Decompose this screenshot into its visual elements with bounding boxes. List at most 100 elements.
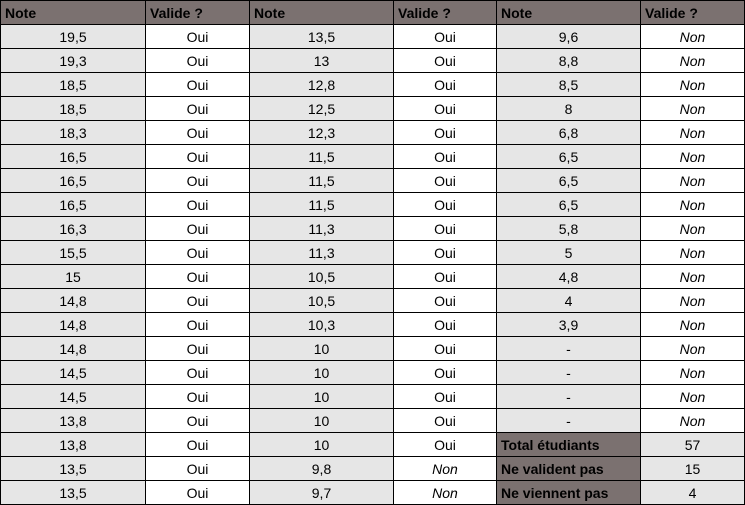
valide-cell: Oui xyxy=(393,264,497,289)
header-valide-1: Valide ? xyxy=(145,0,250,25)
note-cell: 10 xyxy=(249,408,394,433)
table-row: 13,5 Oui 9,8 Non Ne valident pas 15 xyxy=(0,456,745,481)
valide-cell: Non xyxy=(640,48,745,73)
valide-cell: Oui xyxy=(393,192,497,217)
valide-cell: Non xyxy=(640,24,745,49)
header-valide-2: Valide ? xyxy=(393,0,497,25)
note-cell: 13,5 xyxy=(0,480,146,505)
valide-cell: Oui xyxy=(145,408,250,433)
valide-cell: Non xyxy=(640,384,745,409)
valide-cell: Oui xyxy=(145,432,250,457)
note-cell: 9,6 xyxy=(496,24,641,49)
valide-cell: Non xyxy=(640,288,745,313)
valide-cell: Oui xyxy=(393,144,497,169)
note-cell: 4 xyxy=(496,288,641,313)
note-cell: 13,5 xyxy=(0,456,146,481)
note-cell: 5 xyxy=(496,240,641,265)
valide-cell: Oui xyxy=(393,432,497,457)
valide-cell: Non xyxy=(640,144,745,169)
summary-value: 4 xyxy=(640,480,745,505)
valide-cell: Oui xyxy=(145,264,250,289)
valide-cell: Oui xyxy=(393,408,497,433)
valide-cell: Oui xyxy=(145,360,250,385)
note-cell: 10 xyxy=(249,384,394,409)
valide-cell: Oui xyxy=(145,456,250,481)
table-row: 19,5 Oui 13,5 Oui 9,6 Non xyxy=(0,24,745,49)
note-cell: 8,5 xyxy=(496,72,641,97)
valide-cell: Oui xyxy=(145,24,250,49)
note-cell: 5,8 xyxy=(496,216,641,241)
summary-label: Ne valident pas xyxy=(496,456,641,481)
valide-cell: Oui xyxy=(145,120,250,145)
valide-cell: Oui xyxy=(393,312,497,337)
valide-cell: Oui xyxy=(393,288,497,313)
header-note-2: Note xyxy=(249,0,394,25)
note-cell: 10,3 xyxy=(249,312,394,337)
valide-cell: Non xyxy=(393,456,497,481)
note-cell: 14,8 xyxy=(0,288,146,313)
note-cell: 6,5 xyxy=(496,192,641,217)
valide-cell: Oui xyxy=(393,384,497,409)
note-cell: 16,5 xyxy=(0,168,146,193)
note-cell: 13,5 xyxy=(249,24,394,49)
valide-cell: Non xyxy=(640,192,745,217)
note-cell: 13,8 xyxy=(0,432,146,457)
valide-cell: Oui xyxy=(393,336,497,361)
table-row: 15 Oui 10,5 Oui 4,8 Non xyxy=(0,264,745,289)
table-row: 19,3 Oui 13 Oui 8,8 Non xyxy=(0,48,745,73)
note-cell: 6,8 xyxy=(496,120,641,145)
note-cell: 16,3 xyxy=(0,216,146,241)
summary-value: 15 xyxy=(640,456,745,481)
table-row: 16,5 Oui 11,5 Oui 6,5 Non xyxy=(0,144,745,169)
valide-cell: Oui xyxy=(145,216,250,241)
note-cell: 4,8 xyxy=(496,264,641,289)
valide-cell: Non xyxy=(640,240,745,265)
valide-cell: Oui xyxy=(145,384,250,409)
note-cell: - xyxy=(496,360,641,385)
table-row: 14,8 Oui 10,5 Oui 4 Non xyxy=(0,288,745,313)
note-cell: 13 xyxy=(249,48,394,73)
valide-cell: Oui xyxy=(145,96,250,121)
note-cell: 15,5 xyxy=(0,240,146,265)
table-row: 18,5 Oui 12,5 Oui 8 Non xyxy=(0,96,745,121)
valide-cell: Non xyxy=(640,360,745,385)
valide-cell: Oui xyxy=(145,240,250,265)
valide-cell: Oui xyxy=(145,168,250,193)
valide-cell: Oui xyxy=(145,192,250,217)
note-cell: - xyxy=(496,408,641,433)
valide-cell: Non xyxy=(393,480,497,505)
note-cell: 11,5 xyxy=(249,144,394,169)
valide-cell: Oui xyxy=(145,288,250,313)
valide-cell: Oui xyxy=(393,72,497,97)
note-cell: 14,5 xyxy=(0,360,146,385)
note-cell: 12,3 xyxy=(249,120,394,145)
note-cell: 14,8 xyxy=(0,312,146,337)
valide-cell: Oui xyxy=(145,72,250,97)
note-cell: - xyxy=(496,384,641,409)
note-cell: 10 xyxy=(249,432,394,457)
summary-label: Total étudiants xyxy=(496,432,641,457)
note-cell: 18,5 xyxy=(0,72,146,97)
header-valide-3: Valide ? xyxy=(640,0,745,25)
note-cell: 12,5 xyxy=(249,96,394,121)
valide-cell: Non xyxy=(640,120,745,145)
valide-cell: Non xyxy=(640,264,745,289)
valide-cell: Oui xyxy=(393,168,497,193)
valide-cell: Oui xyxy=(393,120,497,145)
note-cell: 11,5 xyxy=(249,168,394,193)
table-row: 13,8 Oui 10 Oui Total étudiants 57 xyxy=(0,432,745,457)
note-cell: 11,3 xyxy=(249,240,394,265)
note-cell: 18,5 xyxy=(0,96,146,121)
valide-cell: Oui xyxy=(145,480,250,505)
table-row: 15,5 Oui 11,3 Oui 5 Non xyxy=(0,240,745,265)
note-cell: 9,7 xyxy=(249,480,394,505)
note-cell: 10,5 xyxy=(249,288,394,313)
note-cell: 10 xyxy=(249,336,394,361)
note-cell: 12,8 xyxy=(249,72,394,97)
note-cell: 15 xyxy=(0,264,146,289)
table-row: 16,5 Oui 11,5 Oui 6,5 Non xyxy=(0,168,745,193)
table-row: 14,5 Oui 10 Oui - Non xyxy=(0,384,745,409)
table-row: 16,5 Oui 11,5 Oui 6,5 Non xyxy=(0,192,745,217)
header-note-3: Note xyxy=(496,0,641,25)
